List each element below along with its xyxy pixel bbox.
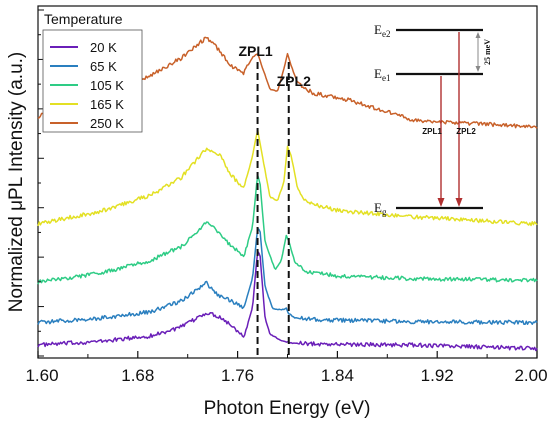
level-ee1-label: Ee1: [374, 66, 390, 83]
x-axis-title: Photon Energy (eV): [204, 398, 371, 419]
series-line-20k: [37, 250, 538, 352]
zpl1-transition-arrow-head: [437, 198, 445, 207]
x-tick-label: 2.00: [514, 366, 547, 385]
legend-label-165k: 165 K: [90, 97, 124, 112]
reference-lines: ZPL1 ZPL2: [238, 43, 311, 358]
y-axis-title: Normalized μPL Intensity (a.u.): [6, 52, 27, 313]
legend-label-105k: 105 K: [90, 78, 124, 93]
x-axis-ticks: 1.60 1.68 1.76 1.84 1.92 2.00: [25, 351, 548, 385]
x-tick-label: 1.68: [121, 366, 154, 385]
zpl1-label: ZPL1: [238, 43, 272, 59]
spacing-label: 25 meV: [483, 39, 492, 65]
legend-label-20k: 20 K: [90, 40, 117, 55]
legend-title: Temperature: [44, 11, 123, 27]
spacing-arrow-head-bottom: [475, 66, 481, 72]
legend-label-65k: 65 K: [90, 59, 117, 74]
legend: Temperature 20 K 65 K 105 K 165 K 250 K: [42, 11, 143, 133]
x-tick-label: 1.60: [25, 366, 58, 385]
series-line-165k: [37, 129, 538, 227]
zpl1-transition-label: ZPL1: [422, 127, 442, 136]
inset-energy-diagram: Ee2 Ee1 Eg 25 meV ZPL1 ZPL2: [374, 22, 492, 217]
series-line-65k: [37, 227, 538, 326]
x-tick-label: 1.92: [421, 366, 454, 385]
legend-entries: 20 K 65 K 105 K 165 K 250 K: [50, 40, 124, 131]
x-tick-label: 1.84: [321, 366, 354, 385]
level-eg-label: Eg: [374, 200, 387, 217]
series-line-105k: [37, 174, 538, 285]
x-tick-label: 1.76: [221, 366, 254, 385]
zpl2-label: ZPL2: [277, 73, 311, 89]
spacing-arrow-head-top: [475, 32, 481, 38]
series-layer: [37, 36, 538, 352]
legend-label-250k: 250 K: [90, 116, 124, 131]
level-ee2-label: Ee2: [374, 22, 390, 39]
zpl2-transition-arrow-head: [455, 198, 463, 207]
zpl2-transition-label: ZPL2: [456, 127, 476, 136]
